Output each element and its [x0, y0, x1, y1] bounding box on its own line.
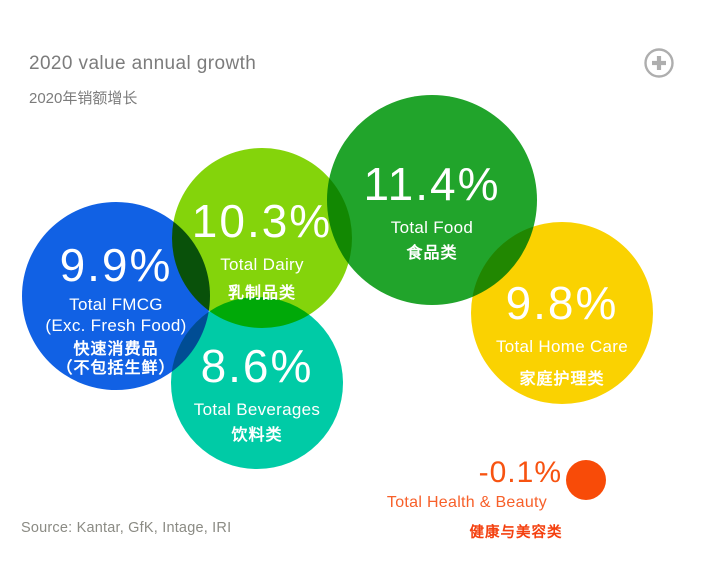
bubble-total-health-beauty	[566, 460, 606, 500]
page-subtitle-chinese: 2020年销额增长	[29, 90, 138, 107]
plus-circle-icon	[644, 48, 674, 78]
bubble-total-beverages	[171, 297, 343, 469]
source-attribution: Source: Kantar, GfK, Intage, IRI	[21, 520, 232, 536]
label-total-beverages: Total Beverages	[193, 400, 321, 419]
label-total-beverages-chinese: 饮料类	[231, 427, 283, 444]
page-title: 2020 value annual growth	[29, 53, 257, 74]
label-total-home-care-chinese: 家庭护理类	[519, 371, 605, 388]
expand-button[interactable]	[643, 47, 675, 79]
label-total-fmcg-line2: (Exc. Fresh Food)	[45, 316, 187, 335]
label-total-dairy-chinese: 乳制品类	[227, 285, 296, 302]
label-total-health-beauty-chinese: 健康与美容类	[469, 525, 563, 541]
label-total-fmcg-chinese: 快速消费品	[73, 341, 159, 358]
label-group-total-home-care: 9.8% Total Home Care 家庭护理类	[472, 278, 652, 389]
value-total-health-beauty: -0.1%	[478, 456, 562, 489]
label-total-dairy: Total Dairy	[220, 255, 304, 274]
value-total-food: 11.4%	[363, 158, 501, 210]
label-total-health-beauty: Total Health & Beauty	[386, 494, 548, 511]
value-total-beverages: 8.6%	[200, 340, 314, 392]
label-group-total-food: 11.4% Total Food 食品类	[332, 159, 532, 263]
label-total-fmcg-chinese-line2: （不包括生鲜）	[56, 360, 176, 377]
label-group-total-dairy: 10.3% Total Dairy 乳制品类	[168, 196, 356, 303]
bubble-total-home-care	[471, 222, 653, 404]
label-total-fmcg: Total FMCG	[69, 295, 163, 314]
value-total-home-care: 9.8%	[505, 277, 619, 329]
label-total-food-chinese: 食品类	[406, 245, 458, 262]
label-total-home-care: Total Home Care	[495, 337, 629, 356]
label-total-food: Total Food	[390, 218, 474, 237]
label-group-total-fmcg: 9.9% Total FMCG (Exc. Fresh Food) 快速消费品 …	[16, 240, 216, 378]
label-group-total-beverages: 8.6% Total Beverages 饮料类	[167, 341, 347, 445]
value-total-fmcg: 9.9%	[59, 239, 173, 291]
value-total-dairy: 10.3%	[191, 195, 333, 247]
